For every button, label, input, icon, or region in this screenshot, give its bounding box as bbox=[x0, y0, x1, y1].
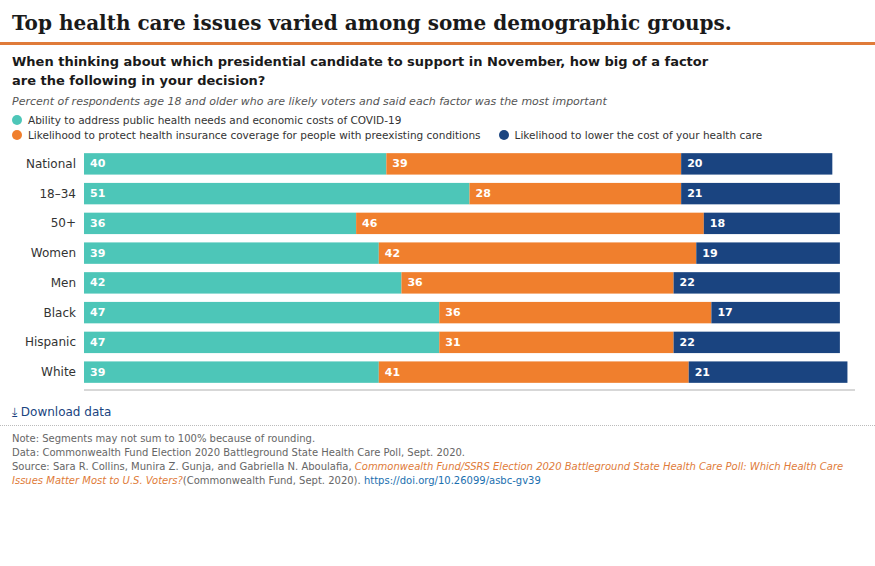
bar-segment bbox=[689, 361, 848, 382]
category-label: Hispanic bbox=[25, 335, 76, 349]
data-label: 21 bbox=[687, 187, 702, 200]
data-label: 36 bbox=[407, 276, 423, 289]
bar-segment bbox=[401, 272, 673, 293]
x-axis-line bbox=[84, 389, 855, 390]
bar-segment bbox=[711, 302, 840, 323]
download-text: ⤓ Download data bbox=[12, 405, 863, 419]
data-label: 31 bbox=[445, 336, 460, 349]
data-label: 46 bbox=[362, 217, 378, 230]
legend-label: Likelihood to lower the cost of your hea… bbox=[515, 129, 763, 141]
data-label: 22 bbox=[680, 276, 695, 289]
data-label: 39 bbox=[90, 365, 105, 378]
bar-segment bbox=[356, 212, 704, 233]
bar-segment bbox=[704, 212, 840, 233]
legend-swatch bbox=[499, 130, 509, 140]
bar-segment bbox=[84, 272, 401, 293]
legend: Ability to address public health needs a… bbox=[12, 114, 863, 141]
bar-segment bbox=[674, 272, 840, 293]
data-label: 42 bbox=[90, 276, 105, 289]
legend-item: Likelihood to lower the cost of your hea… bbox=[499, 129, 763, 141]
data-label: 17 bbox=[717, 306, 732, 319]
source-url: https://doi.org/10.26099/asbc-gv39 bbox=[364, 475, 541, 486]
category-labels: National 18–34 50+ Women Men Black Hispanic Whi… bbox=[25, 157, 76, 379]
data-label: 18 bbox=[710, 217, 725, 230]
bar-segment bbox=[439, 302, 711, 323]
legend-item: Likelihood to protect health insurance c… bbox=[12, 129, 481, 141]
data-label: 40 bbox=[90, 157, 106, 170]
data-label: 47 bbox=[90, 306, 105, 319]
legend-item: Ability to address public health needs a… bbox=[12, 114, 401, 126]
source: Source: Sara R. Collins, Munira Z. Gunja… bbox=[12, 460, 863, 488]
data-label: 47 bbox=[90, 336, 105, 349]
data-label: 39 bbox=[392, 157, 407, 170]
legend-label: Ability to address public health needs a… bbox=[28, 114, 401, 126]
category-label: 50+ bbox=[51, 216, 76, 230]
data-label: 21 bbox=[695, 365, 710, 378]
page: Top health care issues varied among some… bbox=[0, 0, 875, 498]
bar-segment bbox=[84, 183, 470, 204]
question: When thinking about which presidential c… bbox=[12, 53, 863, 91]
data-label: 36 bbox=[90, 217, 106, 230]
note: Note: Segments may not sum to 100% becau… bbox=[12, 432, 863, 446]
bar-segment bbox=[681, 153, 832, 174]
data-label: 42 bbox=[385, 246, 400, 259]
legend-label: Likelihood to protect health insurance c… bbox=[28, 129, 481, 141]
data-source: Data: Commonwealth Fund Election 2020 Ba… bbox=[12, 446, 863, 460]
bar-segment bbox=[84, 302, 439, 323]
bar-segment bbox=[386, 153, 681, 174]
data-label: 51 bbox=[90, 187, 105, 200]
category-label: National bbox=[26, 157, 76, 171]
data-label: 22 bbox=[680, 336, 695, 349]
title: Top health care issues varied among some… bbox=[12, 10, 863, 36]
bar-segment bbox=[681, 183, 840, 204]
data-label: 36 bbox=[445, 306, 461, 319]
data-label: 39 bbox=[90, 246, 105, 259]
bar-segment bbox=[379, 242, 696, 263]
bar-segment bbox=[439, 331, 673, 352]
bar-segment bbox=[84, 331, 439, 352]
bar-segment bbox=[674, 331, 840, 352]
category-label: White bbox=[41, 365, 76, 379]
subtitle: Percent of respondents age 18 and older … bbox=[12, 95, 863, 108]
title-rule bbox=[0, 42, 875, 45]
category-label: Women bbox=[31, 246, 76, 260]
data-labels: 40 39 20 51 28 21 36 46 18 39 42 19 42 36 22 47 36 17 47 31… bbox=[90, 157, 733, 378]
data-label: 19 bbox=[702, 246, 717, 259]
source-prefix: Source: Sara R. Collins, Munira Z. Gunja… bbox=[12, 461, 355, 472]
bar-segment bbox=[379, 361, 689, 382]
data-label: 41 bbox=[385, 365, 400, 378]
data-label: 20 bbox=[687, 157, 703, 170]
separator bbox=[0, 425, 875, 426]
legend-swatch bbox=[12, 115, 22, 125]
category-label: Black bbox=[44, 305, 77, 319]
bars bbox=[84, 153, 847, 383]
legend-swatch bbox=[12, 130, 22, 140]
data-label: 28 bbox=[476, 187, 491, 200]
source-suffix: (Commonwealth Fund, Sept. 2020). bbox=[183, 475, 364, 486]
category-label: 18–34 bbox=[39, 186, 76, 200]
bar-segment bbox=[470, 183, 682, 204]
bar-segment bbox=[84, 212, 356, 233]
bar-segment bbox=[696, 242, 840, 263]
bar-segment bbox=[84, 242, 379, 263]
category-label: Men bbox=[51, 276, 76, 290]
bar-segment bbox=[84, 361, 379, 382]
chart: 40 39 20 51 28 21 36 46 18 39 42 19 42 36 22 47 36 17 47 31… bbox=[12, 147, 863, 397]
bar-segment bbox=[84, 153, 386, 174]
